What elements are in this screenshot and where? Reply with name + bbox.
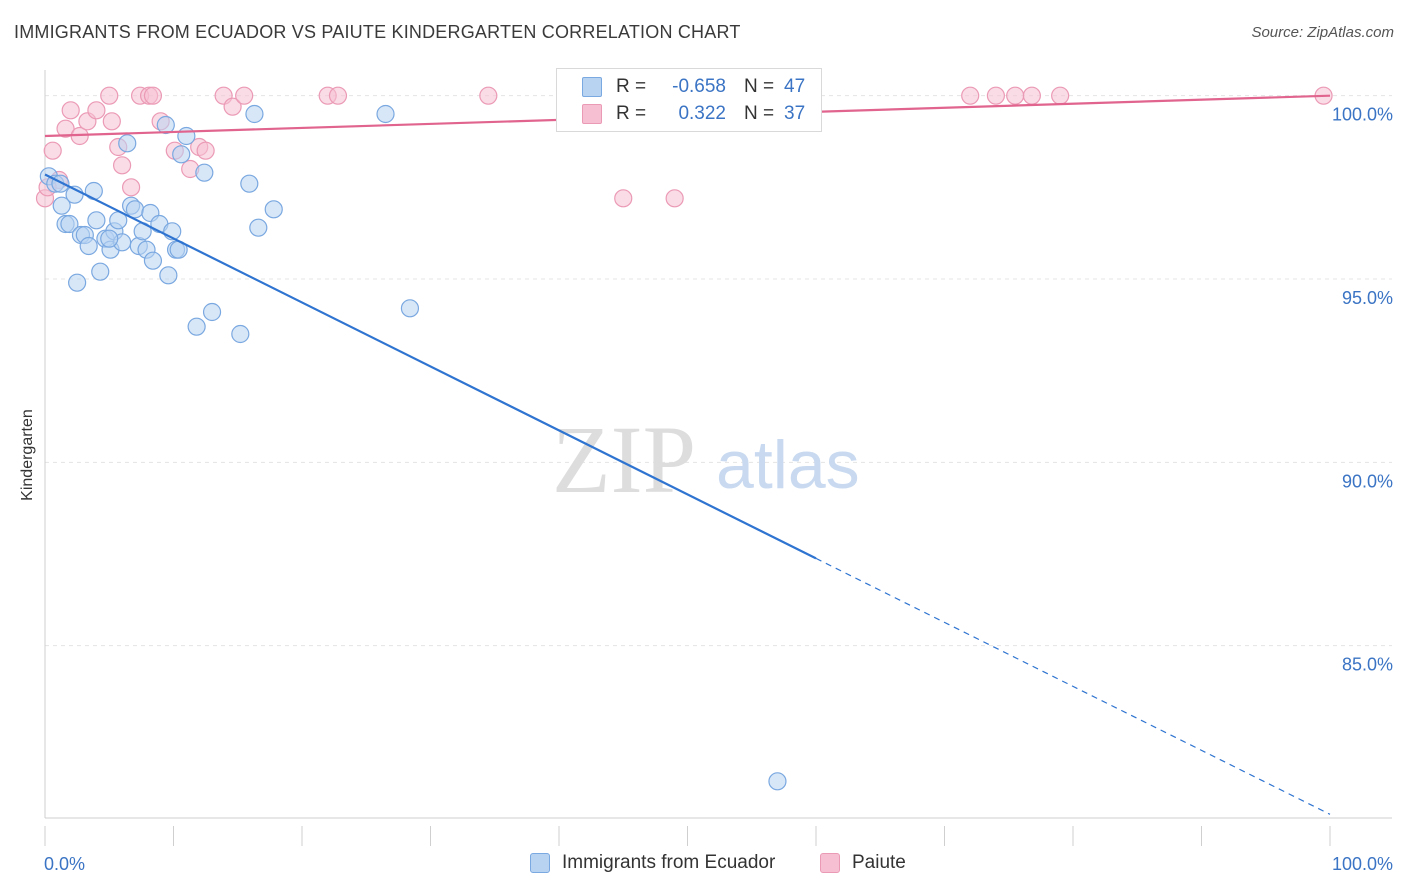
paiute-point-9[interactable] (102, 112, 121, 131)
legend-n-label: N = (744, 76, 775, 97)
paiute-point-28[interactable] (614, 189, 633, 208)
x-tick-label-min: 0.0% (44, 854, 85, 874)
ecuador-point-44[interactable] (768, 772, 787, 791)
ecuador-point-36[interactable] (202, 302, 222, 322)
ecuador-point-40[interactable] (249, 218, 268, 237)
paiute-point-30[interactable] (961, 86, 980, 105)
paiute-point-32[interactable] (1006, 86, 1025, 105)
ecuador-point-5[interactable] (60, 214, 79, 234)
ecuador-point-7[interactable] (68, 273, 87, 292)
y-tick-label-0: 100.0% (1332, 105, 1393, 125)
x-tick-label-max: 100.0% (1332, 854, 1393, 874)
ecuador-point-37[interactable] (231, 324, 250, 344)
ecuador-point-3[interactable] (52, 196, 71, 215)
source-label: Source: ZipAtlas.com (1251, 24, 1394, 41)
ecuador-point-26[interactable] (143, 251, 163, 270)
legend-r-value: 0.322 (678, 103, 726, 124)
ecuador-point-41[interactable] (264, 200, 283, 219)
y-tick-labels: 100.0% 95.0% 90.0% 85.0% (1332, 105, 1393, 675)
paiute-point-22[interactable] (223, 97, 242, 116)
ecuador-point-10[interactable] (79, 236, 98, 256)
legend-item-paiute[interactable]: Paiute (820, 852, 906, 874)
ecuador-point-39[interactable] (245, 104, 264, 124)
ecuador-point-42[interactable] (376, 104, 395, 124)
legend-row-ecuador: R = -0.658 N = 47 (557, 73, 805, 101)
paiute-point-11[interactable] (112, 156, 132, 175)
ecuador-point-46[interactable] (100, 229, 119, 248)
ecuador-point-2[interactable] (51, 174, 70, 193)
y-tick-label-3: 85.0% (1342, 655, 1393, 675)
legend-label-paiute: Paiute (852, 852, 906, 873)
paiute-point-23[interactable] (235, 86, 254, 105)
ecuador-point-32[interactable] (172, 145, 191, 164)
ecuador-point-29[interactable] (159, 266, 178, 285)
paiute-point-1[interactable] (43, 141, 62, 160)
paiute-point-12[interactable] (121, 178, 141, 197)
ecuador-point-28[interactable] (156, 115, 175, 135)
ecuador-points (39, 104, 787, 791)
paiute-point-3[interactable] (56, 119, 75, 138)
ecuador-point-34[interactable] (187, 317, 206, 336)
chart-title: IMMIGRANTS FROM ECUADOR VS PAIUTE KINDER… (14, 22, 741, 42)
series-legend: Immigrants from Ecuador Paiute (0, 852, 1406, 878)
ecuador-point-43[interactable] (400, 299, 420, 318)
legend-n-value: 47 (784, 76, 806, 97)
paiute-point-29[interactable] (665, 189, 684, 208)
y-tick-label-1: 95.0% (1342, 288, 1393, 308)
x-ticks (44, 826, 1331, 846)
paiute-point-33[interactable] (1022, 86, 1041, 105)
ecuador-trend-extension (815, 557, 1331, 815)
y-tick-label-2: 90.0% (1342, 471, 1393, 491)
ecuador-point-13[interactable] (91, 262, 110, 281)
legend-swatch-paiute (582, 104, 602, 124)
legend-row-paiute: R = 0.322 N = 37 (557, 100, 805, 128)
watermark-atlas: atlas (716, 427, 860, 503)
paiute-point-34[interactable] (1051, 86, 1070, 105)
correlation-legend: R = -0.658 N = 47 R = 0.322 N = 37 (556, 68, 822, 132)
paiute-point-7[interactable] (87, 101, 106, 120)
legend-swatch-paiute (820, 853, 840, 873)
ecuador-point-33[interactable] (177, 126, 196, 146)
ecuador-point-19[interactable] (118, 134, 137, 153)
legend-r-value: -0.658 (672, 76, 726, 97)
legend-swatch-ecuador (582, 77, 602, 97)
legend-item-ecuador[interactable]: Immigrants from Ecuador (530, 852, 775, 874)
legend-r-label: R = (616, 103, 647, 124)
paiute-point-4[interactable] (61, 101, 80, 120)
ecuador-trend-line (44, 173, 817, 560)
ecuador-point-12[interactable] (87, 211, 106, 230)
paiute-point-8[interactable] (100, 86, 119, 105)
paiute-point-25[interactable] (328, 86, 348, 105)
legend-r-label: R = (616, 76, 647, 97)
legend-label-ecuador: Immigrants from Ecuador (562, 852, 776, 873)
paiute-point-20[interactable] (196, 141, 215, 160)
paiute-point-31[interactable] (986, 86, 1006, 105)
ecuador-point-38[interactable] (240, 174, 259, 193)
paiute-point-15[interactable] (143, 86, 163, 105)
legend-n-value: 37 (784, 103, 806, 124)
legend-swatch-ecuador (530, 853, 550, 873)
ecuador-point-35[interactable] (195, 163, 214, 182)
watermark-zip: ZIP (552, 406, 696, 513)
watermark: ZIP atlas (552, 406, 860, 513)
paiute-point-26[interactable] (479, 86, 498, 105)
legend-n-label: N = (744, 103, 775, 124)
